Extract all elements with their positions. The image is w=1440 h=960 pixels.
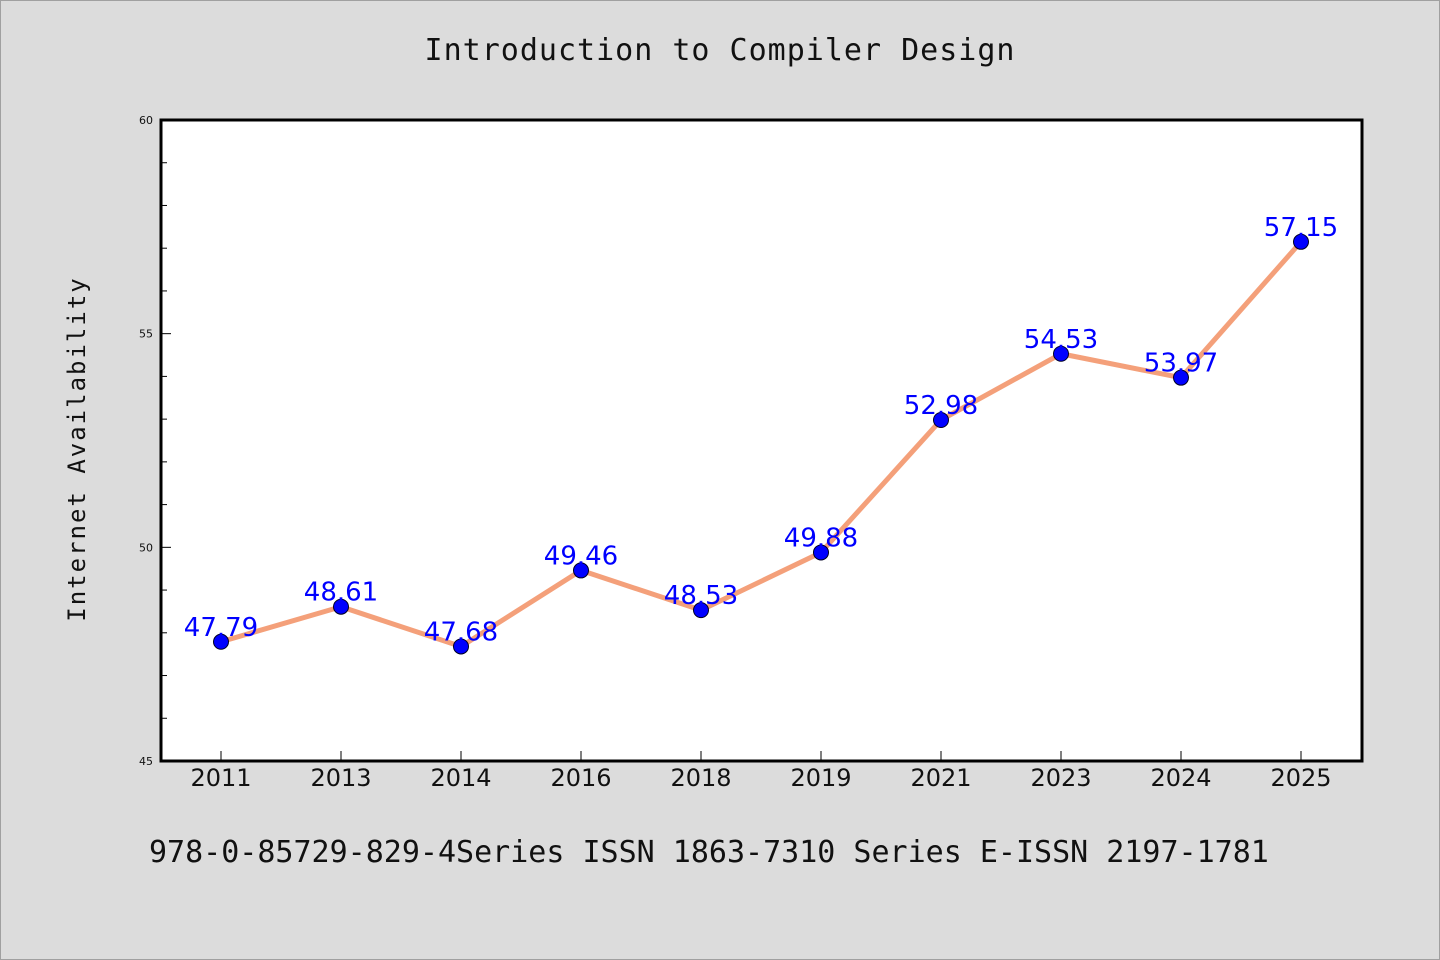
data-label: 57.15 [1264, 213, 1338, 243]
series-line [218, 239, 1304, 649]
data-point [693, 602, 709, 619]
x-tick-label: 2023 [1030, 764, 1091, 792]
x-tick-label: 2021 [910, 764, 971, 792]
chart-title: Introduction to Compiler Design [424, 33, 1016, 68]
x-axis: 2011 2013 2014 2016 2018 2019 2021 2023 2024 2025 [190, 751, 1332, 792]
x-tick-label: 2018 [670, 764, 731, 792]
data-label: 49.46 [544, 541, 618, 571]
data-label: 53.97 [1144, 349, 1218, 379]
data-point [1293, 233, 1309, 250]
data-point [1053, 345, 1069, 362]
data-point [1173, 369, 1189, 386]
x-tick-label: 2014 [430, 764, 491, 792]
x-tick-label: 2019 [790, 764, 851, 792]
y-tick-label: 50 [139, 541, 153, 554]
y-tick-label: 60 [139, 114, 153, 127]
data-label: 47.79 [184, 613, 258, 643]
data-point [453, 638, 469, 655]
data-label: 52.98 [904, 391, 978, 421]
data-point [573, 562, 589, 579]
data-point [933, 411, 949, 428]
data-point [813, 544, 829, 561]
x-tick-label: 2011 [190, 764, 251, 792]
data-point [213, 633, 229, 650]
data-point [333, 598, 349, 615]
data-label: 48.61 [304, 578, 378, 608]
x-tick-label: 2013 [310, 764, 371, 792]
y-tick-label: 45 [139, 755, 153, 768]
x-tick-label: 2025 [1270, 764, 1331, 792]
y-tick-label: 55 [139, 328, 153, 341]
plot-frame [159, 118, 1364, 763]
series-layer: 47.79 48.61 47.68 49.46 48.53 49.88 52.98 54.53… [184, 213, 1338, 655]
x-tick-label: 2016 [550, 764, 611, 792]
x-tick-label: 2024 [1150, 764, 1211, 792]
data-label: 47.68 [424, 617, 498, 647]
footer-isbn-text: 978-0-85729-829-4Series ISSN 1863-7310 S… [149, 835, 1269, 870]
data-label: 49.88 [784, 523, 858, 553]
plot-area [161, 120, 1362, 761]
data-label: 54.53 [1024, 325, 1098, 355]
data-label: 48.53 [664, 581, 738, 611]
